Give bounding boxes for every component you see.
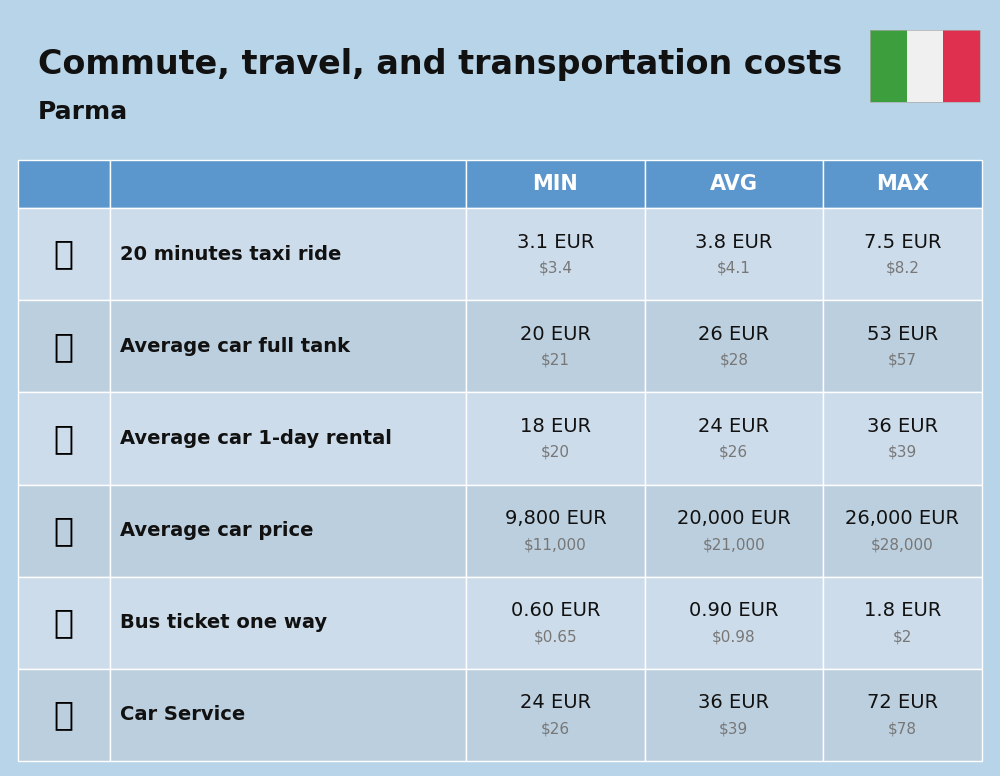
Text: 🔧: 🔧 bbox=[54, 698, 74, 732]
Bar bbox=[870, 30, 980, 102]
Bar bbox=[823, 208, 982, 300]
Text: 26,000 EUR: 26,000 EUR bbox=[845, 509, 959, 528]
Bar bbox=[943, 30, 980, 102]
Text: $39: $39 bbox=[719, 722, 748, 736]
Text: 18 EUR: 18 EUR bbox=[520, 417, 591, 436]
Bar bbox=[18, 577, 110, 669]
Text: $20: $20 bbox=[541, 445, 570, 460]
Text: $11,000: $11,000 bbox=[524, 537, 587, 552]
Bar bbox=[110, 577, 466, 669]
Bar bbox=[466, 484, 645, 577]
Text: Average car 1-day rental: Average car 1-day rental bbox=[120, 429, 391, 448]
Bar bbox=[645, 160, 823, 208]
Text: 0.60 EUR: 0.60 EUR bbox=[511, 601, 600, 620]
Text: 1.8 EUR: 1.8 EUR bbox=[864, 601, 941, 620]
Bar bbox=[823, 393, 982, 484]
Text: $28: $28 bbox=[719, 353, 748, 368]
Bar bbox=[907, 30, 943, 102]
Text: 🚕: 🚕 bbox=[54, 237, 74, 271]
Text: 26 EUR: 26 EUR bbox=[698, 325, 769, 344]
Text: $21,000: $21,000 bbox=[702, 537, 765, 552]
Text: 3.1 EUR: 3.1 EUR bbox=[517, 233, 594, 251]
Text: Average car full tank: Average car full tank bbox=[120, 337, 350, 355]
Bar bbox=[466, 160, 645, 208]
Bar bbox=[18, 484, 110, 577]
Bar bbox=[466, 300, 645, 393]
Text: $28,000: $28,000 bbox=[871, 537, 934, 552]
Bar bbox=[823, 669, 982, 761]
Bar bbox=[110, 393, 466, 484]
Text: 36 EUR: 36 EUR bbox=[698, 694, 769, 712]
Text: $57: $57 bbox=[888, 353, 917, 368]
Text: 36 EUR: 36 EUR bbox=[867, 417, 938, 436]
Bar bbox=[110, 669, 466, 761]
Bar bbox=[466, 393, 645, 484]
Bar bbox=[110, 160, 466, 208]
Bar bbox=[645, 669, 823, 761]
Bar bbox=[823, 300, 982, 393]
Text: 🚙: 🚙 bbox=[54, 422, 74, 455]
Text: $26: $26 bbox=[541, 722, 570, 736]
Bar bbox=[18, 393, 110, 484]
Text: AVG: AVG bbox=[710, 174, 758, 194]
Bar bbox=[18, 300, 110, 393]
Text: Parma: Parma bbox=[38, 100, 128, 124]
Bar bbox=[823, 484, 982, 577]
Text: Average car price: Average car price bbox=[120, 521, 313, 540]
Bar bbox=[645, 393, 823, 484]
Text: $4.1: $4.1 bbox=[717, 261, 751, 275]
Bar bbox=[645, 484, 823, 577]
Text: 20,000 EUR: 20,000 EUR bbox=[677, 509, 791, 528]
Text: 72 EUR: 72 EUR bbox=[867, 694, 938, 712]
Text: $21: $21 bbox=[541, 353, 570, 368]
Text: $2: $2 bbox=[893, 629, 912, 644]
Text: 20 EUR: 20 EUR bbox=[520, 325, 591, 344]
Text: MIN: MIN bbox=[533, 174, 578, 194]
Text: 9,800 EUR: 9,800 EUR bbox=[505, 509, 606, 528]
Bar bbox=[110, 300, 466, 393]
Bar bbox=[645, 208, 823, 300]
Text: Car Service: Car Service bbox=[120, 705, 245, 725]
Text: 🚗: 🚗 bbox=[54, 514, 74, 547]
Text: $8.2: $8.2 bbox=[886, 261, 919, 275]
Text: $39: $39 bbox=[888, 445, 917, 460]
Bar bbox=[645, 300, 823, 393]
Text: 7.5 EUR: 7.5 EUR bbox=[864, 233, 941, 251]
Bar bbox=[110, 208, 466, 300]
Text: 20 minutes taxi ride: 20 minutes taxi ride bbox=[120, 244, 341, 264]
Text: $3.4: $3.4 bbox=[538, 261, 572, 275]
Text: 24 EUR: 24 EUR bbox=[698, 417, 769, 436]
Bar bbox=[645, 577, 823, 669]
Text: $78: $78 bbox=[888, 722, 917, 736]
Text: 0.90 EUR: 0.90 EUR bbox=[689, 601, 779, 620]
Text: ⛽: ⛽ bbox=[54, 330, 74, 362]
Text: $0.98: $0.98 bbox=[712, 629, 756, 644]
Bar bbox=[110, 484, 466, 577]
Text: 🚌: 🚌 bbox=[54, 606, 74, 639]
Bar bbox=[823, 160, 982, 208]
Bar bbox=[870, 30, 907, 102]
Text: $0.65: $0.65 bbox=[534, 629, 577, 644]
Bar bbox=[823, 577, 982, 669]
Bar bbox=[18, 160, 110, 208]
Bar bbox=[466, 577, 645, 669]
Bar bbox=[18, 208, 110, 300]
Text: $26: $26 bbox=[719, 445, 748, 460]
Bar bbox=[466, 208, 645, 300]
Bar bbox=[18, 669, 110, 761]
Text: 53 EUR: 53 EUR bbox=[867, 325, 938, 344]
Bar bbox=[466, 669, 645, 761]
Text: Bus ticket one way: Bus ticket one way bbox=[120, 613, 327, 632]
Text: Commute, travel, and transportation costs: Commute, travel, and transportation cost… bbox=[38, 48, 842, 81]
Text: 24 EUR: 24 EUR bbox=[520, 694, 591, 712]
Text: MAX: MAX bbox=[876, 174, 929, 194]
Text: 3.8 EUR: 3.8 EUR bbox=[695, 233, 772, 251]
